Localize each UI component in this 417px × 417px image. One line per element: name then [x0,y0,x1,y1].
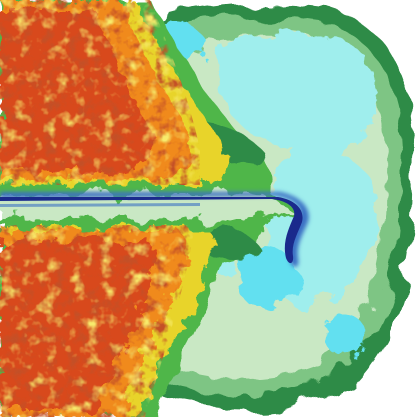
jet-core [0,192,309,267]
hot-texture [0,0,200,417]
